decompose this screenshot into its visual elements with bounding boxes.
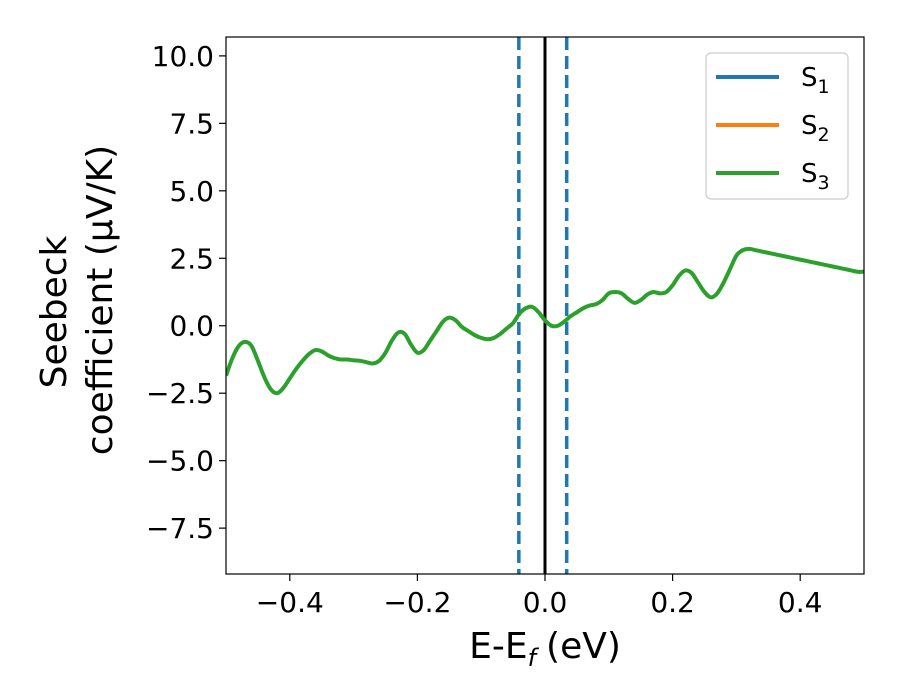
legend-items: S1 S2 S3 bbox=[716, 63, 830, 194]
series-line-s3 bbox=[226, 246, 864, 396]
legend: S1 S2 S3 bbox=[705, 52, 849, 200]
y-tick-label: 5.0 bbox=[169, 175, 214, 208]
x-tick-label: 0.2 bbox=[650, 586, 695, 619]
x-axis-ticks: −0.4 −0.2 0.0 0.2 0.4 bbox=[256, 574, 823, 619]
x-tick-label: 0.4 bbox=[778, 586, 823, 619]
series-layer bbox=[226, 246, 864, 396]
legend-label: S1 bbox=[801, 63, 830, 98]
y-axis-label-line1: Seebeck bbox=[34, 235, 75, 388]
y-axis-ticks: −7.5 −5.0 −2.5 0.0 2.5 5.0 7.5 10.0 bbox=[146, 40, 226, 545]
y-tick-label: −5.0 bbox=[146, 445, 214, 478]
reference-lines bbox=[517, 37, 569, 574]
x-tick-label: −0.2 bbox=[383, 586, 451, 619]
y-axis-label-line2: coefficient (μV/K) bbox=[80, 145, 121, 455]
legend-label: S2 bbox=[801, 111, 830, 146]
x-tick-label: −0.4 bbox=[256, 586, 324, 619]
y-tick-label: 7.5 bbox=[169, 107, 214, 140]
y-tick-label: −7.5 bbox=[146, 512, 214, 545]
y-tick-label: 0.0 bbox=[169, 310, 214, 343]
y-tick-label: 2.5 bbox=[169, 242, 214, 275]
x-axis-label: E-Ef (eV) bbox=[469, 626, 621, 672]
y-tick-label: 10.0 bbox=[152, 40, 214, 73]
y-tick-label: −2.5 bbox=[146, 377, 214, 410]
legend-label: S3 bbox=[801, 159, 830, 194]
x-tick-label: 0.0 bbox=[523, 586, 568, 619]
